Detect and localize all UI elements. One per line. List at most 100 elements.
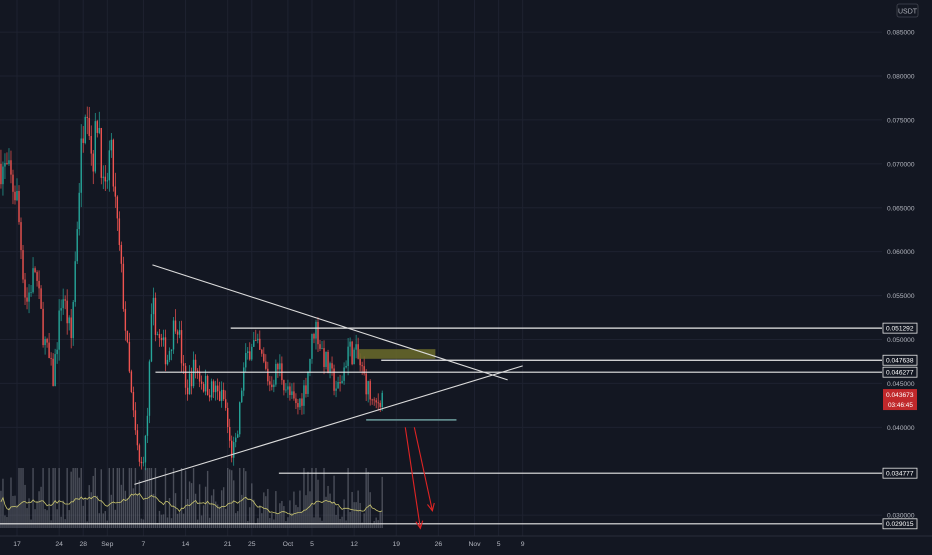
volume-bar: [379, 511, 381, 528]
volume-bar: [44, 508, 46, 528]
candle-body: [267, 368, 269, 382]
candle-body: [373, 399, 375, 401]
volume-bar: [22, 468, 24, 528]
volume-bar: [259, 505, 261, 528]
price-tick-label: 0.075000: [887, 117, 915, 124]
trendline-ascending: [134, 365, 523, 485]
candle-body: [375, 400, 377, 403]
volume-bar: [48, 468, 50, 528]
candle-body: [329, 363, 331, 374]
candle-body: [120, 244, 123, 264]
volume-bar: [327, 485, 329, 528]
volume-bar: [60, 516, 62, 528]
candle-body: [297, 403, 299, 408]
candle-body: [128, 341, 131, 372]
volume-bar: [257, 518, 259, 528]
time-tick-label: 7: [142, 541, 146, 548]
candle-body: [188, 373, 191, 395]
candle-body: [92, 153, 94, 172]
candle-body: [192, 359, 195, 387]
candle-body: [52, 358, 54, 386]
candle-body: [249, 351, 251, 360]
candle-body: [62, 299, 64, 309]
volume-bar: [381, 476, 383, 528]
volume-bar: [14, 495, 16, 528]
volume-bar: [72, 468, 74, 528]
candle-body: [241, 390, 243, 403]
candle-body: [146, 415, 149, 436]
volume-bar: [299, 490, 301, 528]
currency-label: USDT: [898, 9, 918, 16]
candle-body: [176, 331, 179, 335]
volume-bar: [56, 509, 58, 528]
volume-bar: [160, 514, 163, 528]
candle-body: [130, 371, 133, 392]
volume-bar: [40, 486, 42, 528]
price-axis-background: [882, 0, 932, 550]
candle-body: [261, 349, 263, 354]
candlesticks: [0, 106, 383, 471]
candle-body: [275, 363, 277, 385]
volume-bar: [305, 495, 307, 528]
candle-body: [327, 351, 329, 374]
candle-body: [54, 354, 56, 386]
candle-body: [6, 162, 8, 165]
candle-body: [343, 367, 345, 381]
price-axis[interactable]: 0.085000 0.080000 0.075000 0.070000 0.065000…: [882, 0, 932, 550]
volume-bar: [118, 468, 121, 528]
candle-body: [10, 160, 12, 175]
candle-body: [28, 292, 30, 302]
volume-bar: [317, 479, 319, 528]
volume-bar: [12, 495, 14, 528]
candle-body: [104, 176, 106, 182]
time-axis[interactable]: 17 24 28 Sep 7 14 21 25 Oct 5 12 19 26 Nov 5 9: [0, 535, 932, 550]
candle-body: [126, 330, 129, 342]
candle-body: [60, 308, 62, 311]
candle-body: [283, 380, 285, 391]
candle-body: [247, 351, 249, 353]
volume-bar: [353, 502, 355, 528]
volume-bar: [100, 469, 102, 528]
price-tick-label: 0.055000: [887, 293, 915, 300]
volume-bar: [263, 492, 265, 528]
volume-bar: [34, 509, 36, 528]
price-level-label: 0.051292: [886, 326, 914, 333]
volume-bar: [158, 510, 161, 528]
candle-body: [74, 261, 76, 302]
projection-arrow-head: [415, 520, 424, 530]
candle-body: [369, 381, 371, 400]
volume-bar: [52, 468, 54, 528]
candle-body: [48, 342, 50, 359]
volume-bar: [170, 518, 173, 528]
candle-body: [212, 381, 215, 393]
candle-body: [110, 139, 113, 151]
volume-bar: [275, 491, 277, 528]
volume-bar: [94, 468, 96, 528]
volume-bar: [220, 490, 223, 528]
volume-bar: [239, 468, 241, 528]
candle-body: [36, 272, 38, 281]
volume-bar: [176, 513, 179, 528]
volume-bar: [194, 493, 197, 528]
price-level-tag: [882, 354, 918, 366]
candle-body: [46, 338, 48, 343]
volume-bar: [255, 523, 257, 528]
candle-body: [118, 218, 121, 245]
volume-bar: [309, 491, 311, 528]
volume-bar: [32, 468, 34, 528]
candle-body: [341, 380, 343, 384]
candle-body: [305, 385, 307, 394]
candle-body: [335, 388, 337, 391]
volume-bar: [311, 468, 313, 528]
candle-body: [277, 363, 279, 370]
candle-body: [379, 402, 381, 408]
volume-bar: [237, 511, 239, 528]
volume-bar: [76, 468, 78, 528]
volume-bar: [253, 499, 255, 528]
volume-bar: [62, 500, 64, 528]
candle-body: [190, 373, 193, 387]
candle-body: [265, 361, 267, 369]
